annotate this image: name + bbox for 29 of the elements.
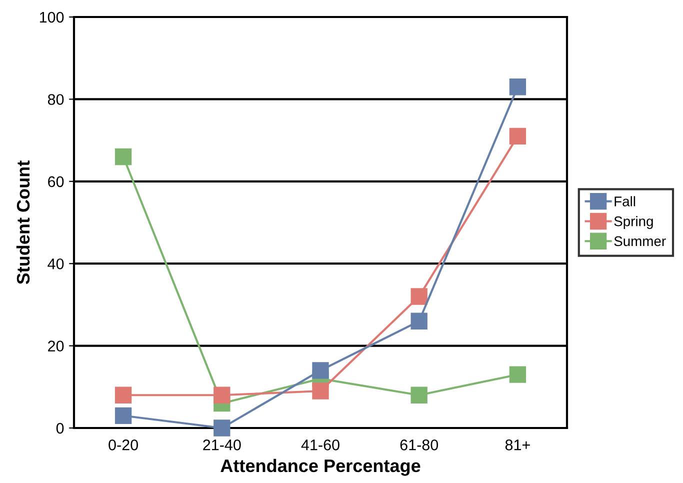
x-tick-label: 21-40: [203, 440, 241, 450]
x-tick-label: 61-80: [400, 440, 438, 450]
x-axis-title: Attendance Percentage: [220, 458, 420, 476]
legend-label: Spring: [614, 216, 653, 229]
point: [114, 148, 132, 166]
y-tick-label: 100: [40, 12, 64, 23]
point: [509, 78, 526, 96]
y-tick-label: 80: [48, 94, 64, 105]
point: [214, 386, 230, 404]
y-tick-label: 40: [48, 258, 64, 270]
x-tick-label: 81+: [505, 440, 530, 450]
point: [312, 382, 329, 400]
x-tick-label: 41-60: [301, 440, 340, 450]
x-tick-label: 0-20: [108, 440, 138, 450]
point: [410, 386, 428, 404]
point: [214, 420, 230, 436]
point: [509, 366, 526, 383]
y-tick-label: 60: [48, 176, 64, 188]
legend-label: Summer: [614, 236, 666, 246]
point: [114, 407, 132, 424]
legend-label: Fall: [614, 196, 636, 206]
point: [410, 288, 428, 305]
point: [312, 362, 329, 379]
y-axis-title: Student Count: [16, 160, 30, 284]
point: [410, 312, 428, 330]
y-tick-label: 0: [56, 422, 64, 434]
point: [114, 386, 132, 404]
point: [509, 128, 526, 145]
y-tick-label: 20: [48, 340, 64, 352]
